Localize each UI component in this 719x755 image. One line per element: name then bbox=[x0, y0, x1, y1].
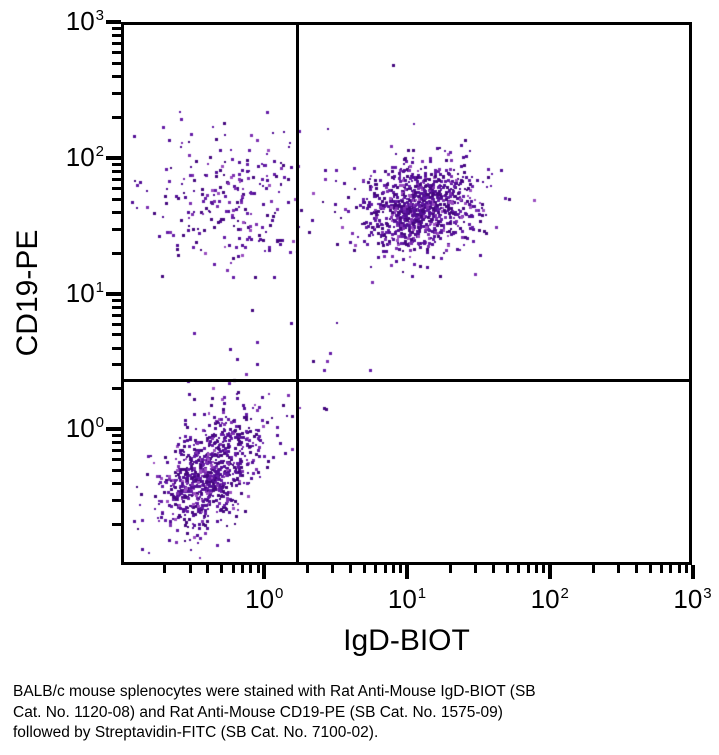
y-axis-minor-tick bbox=[112, 42, 121, 46]
x-axis-minor-tick bbox=[206, 565, 210, 573]
y-tick-label-10e0: 100 bbox=[65, 413, 104, 444]
y-axis-minor-tick bbox=[112, 469, 121, 473]
x-axis-minor-tick bbox=[474, 565, 478, 573]
x-axis-minor-tick bbox=[363, 565, 367, 573]
y-axis-minor-tick bbox=[112, 51, 121, 55]
y-axis-minor-tick bbox=[112, 434, 121, 438]
x-axis-minor-tick bbox=[231, 565, 235, 573]
x-tick-label-10e0: 100 bbox=[245, 584, 284, 614]
y-tick-label-10e2: 102 bbox=[65, 141, 104, 172]
y-axis-minor-tick bbox=[112, 197, 121, 201]
x-axis-minor-tick bbox=[383, 565, 387, 573]
y-axis-minor-tick bbox=[112, 441, 121, 445]
y-axis-minor-tick bbox=[112, 346, 121, 350]
x-axis-minor-tick bbox=[591, 565, 595, 573]
y-axis-minor-tick bbox=[112, 387, 121, 391]
x-axis-minor-tick bbox=[241, 565, 245, 573]
caption-line-3: followed by Streptavidin-FITC (SB Cat. N… bbox=[13, 724, 379, 741]
y-axis-minor-tick bbox=[112, 91, 121, 95]
x-axis-minor-tick bbox=[669, 565, 673, 573]
y-axis-major-tick bbox=[106, 291, 121, 296]
y-axis-minor-tick bbox=[112, 162, 121, 166]
x-axis-minor-tick bbox=[374, 565, 378, 573]
x-tick-label-10e2: 102 bbox=[530, 584, 569, 614]
x-axis-minor-tick bbox=[534, 565, 538, 573]
y-axis-minor-tick bbox=[112, 313, 121, 317]
y-axis-label: CD19-PE bbox=[11, 229, 44, 357]
x-axis-major-tick bbox=[690, 565, 695, 579]
y-axis-minor-tick bbox=[112, 75, 121, 79]
x-axis-label: IgD-BIOT bbox=[343, 624, 470, 657]
quadrant-line-horizontal bbox=[124, 378, 689, 382]
y-axis-minor-tick bbox=[112, 210, 121, 214]
x-axis-minor-tick bbox=[392, 565, 396, 573]
x-axis-minor-tick bbox=[188, 565, 192, 573]
y-axis-minor-tick bbox=[112, 186, 121, 190]
scatter-dots-canvas bbox=[124, 25, 689, 562]
x-tick-label-10e1: 101 bbox=[387, 584, 427, 614]
x-axis-minor-tick bbox=[331, 565, 335, 573]
figure-caption: BALB/c mouse splenocytes were stained wi… bbox=[13, 682, 673, 744]
y-tick-label-10e3: 103 bbox=[65, 6, 104, 36]
x-axis-minor-tick bbox=[163, 565, 167, 573]
y-axis-minor-tick bbox=[112, 458, 121, 462]
y-axis-minor-tick bbox=[112, 322, 121, 326]
quadrant-line-vertical bbox=[295, 25, 299, 562]
x-tick-label-10e3: 103 bbox=[673, 584, 712, 614]
y-axis-minor-tick bbox=[112, 227, 121, 231]
y-axis-minor-tick bbox=[112, 169, 121, 173]
caption-line-2: Cat. No. 1120-08) and Rat Anti-Mouse CD1… bbox=[13, 703, 503, 721]
caption-line-1: BALB/c mouse splenocytes were stained wi… bbox=[13, 683, 536, 700]
x-axis-minor-tick bbox=[677, 565, 681, 573]
x-axis-major-tick bbox=[262, 565, 267, 579]
y-axis-minor-tick bbox=[112, 305, 121, 309]
x-axis-minor-tick bbox=[256, 565, 260, 573]
x-axis-minor-tick bbox=[517, 565, 521, 573]
x-axis-minor-tick bbox=[349, 565, 353, 573]
y-axis-minor-tick bbox=[112, 251, 121, 255]
y-axis-minor-tick bbox=[112, 34, 121, 38]
x-axis-minor-tick bbox=[684, 565, 688, 573]
y-axis-minor-tick bbox=[112, 61, 121, 65]
x-axis-minor-tick bbox=[505, 565, 509, 573]
y-axis-minor-tick bbox=[112, 499, 121, 503]
x-axis-minor-tick bbox=[220, 565, 224, 573]
x-axis-major-tick bbox=[547, 565, 552, 579]
x-axis-major-tick bbox=[405, 565, 409, 579]
x-axis-minor-tick bbox=[526, 565, 530, 573]
x-axis-minor-tick bbox=[306, 565, 310, 573]
x-axis-minor-tick bbox=[634, 565, 638, 573]
x-axis-minor-tick bbox=[399, 565, 403, 573]
y-axis-major-tick bbox=[106, 20, 121, 24]
y-axis-minor-tick bbox=[112, 523, 121, 527]
y-axis-minor-tick bbox=[112, 27, 121, 31]
y-axis-minor-tick bbox=[112, 363, 121, 367]
x-axis-minor-tick bbox=[659, 565, 663, 573]
x-axis-minor-tick bbox=[448, 565, 452, 573]
y-axis-minor-tick bbox=[112, 298, 121, 302]
x-axis-minor-tick bbox=[542, 565, 546, 573]
y-tick-label-10e1: 101 bbox=[65, 277, 104, 308]
y-axis-minor-tick bbox=[112, 177, 121, 181]
y-axis-major-tick bbox=[106, 427, 121, 432]
y-axis-major-tick bbox=[106, 155, 121, 160]
x-axis-minor-tick bbox=[491, 565, 495, 573]
x-axis-minor-tick bbox=[648, 565, 652, 573]
y-axis-minor-tick bbox=[112, 333, 121, 337]
y-axis-minor-tick bbox=[112, 115, 121, 119]
x-axis-minor-tick bbox=[249, 565, 253, 573]
y-axis-minor-tick bbox=[112, 482, 121, 486]
x-axis-minor-tick bbox=[616, 565, 620, 573]
y-axis-minor-tick bbox=[112, 449, 121, 453]
